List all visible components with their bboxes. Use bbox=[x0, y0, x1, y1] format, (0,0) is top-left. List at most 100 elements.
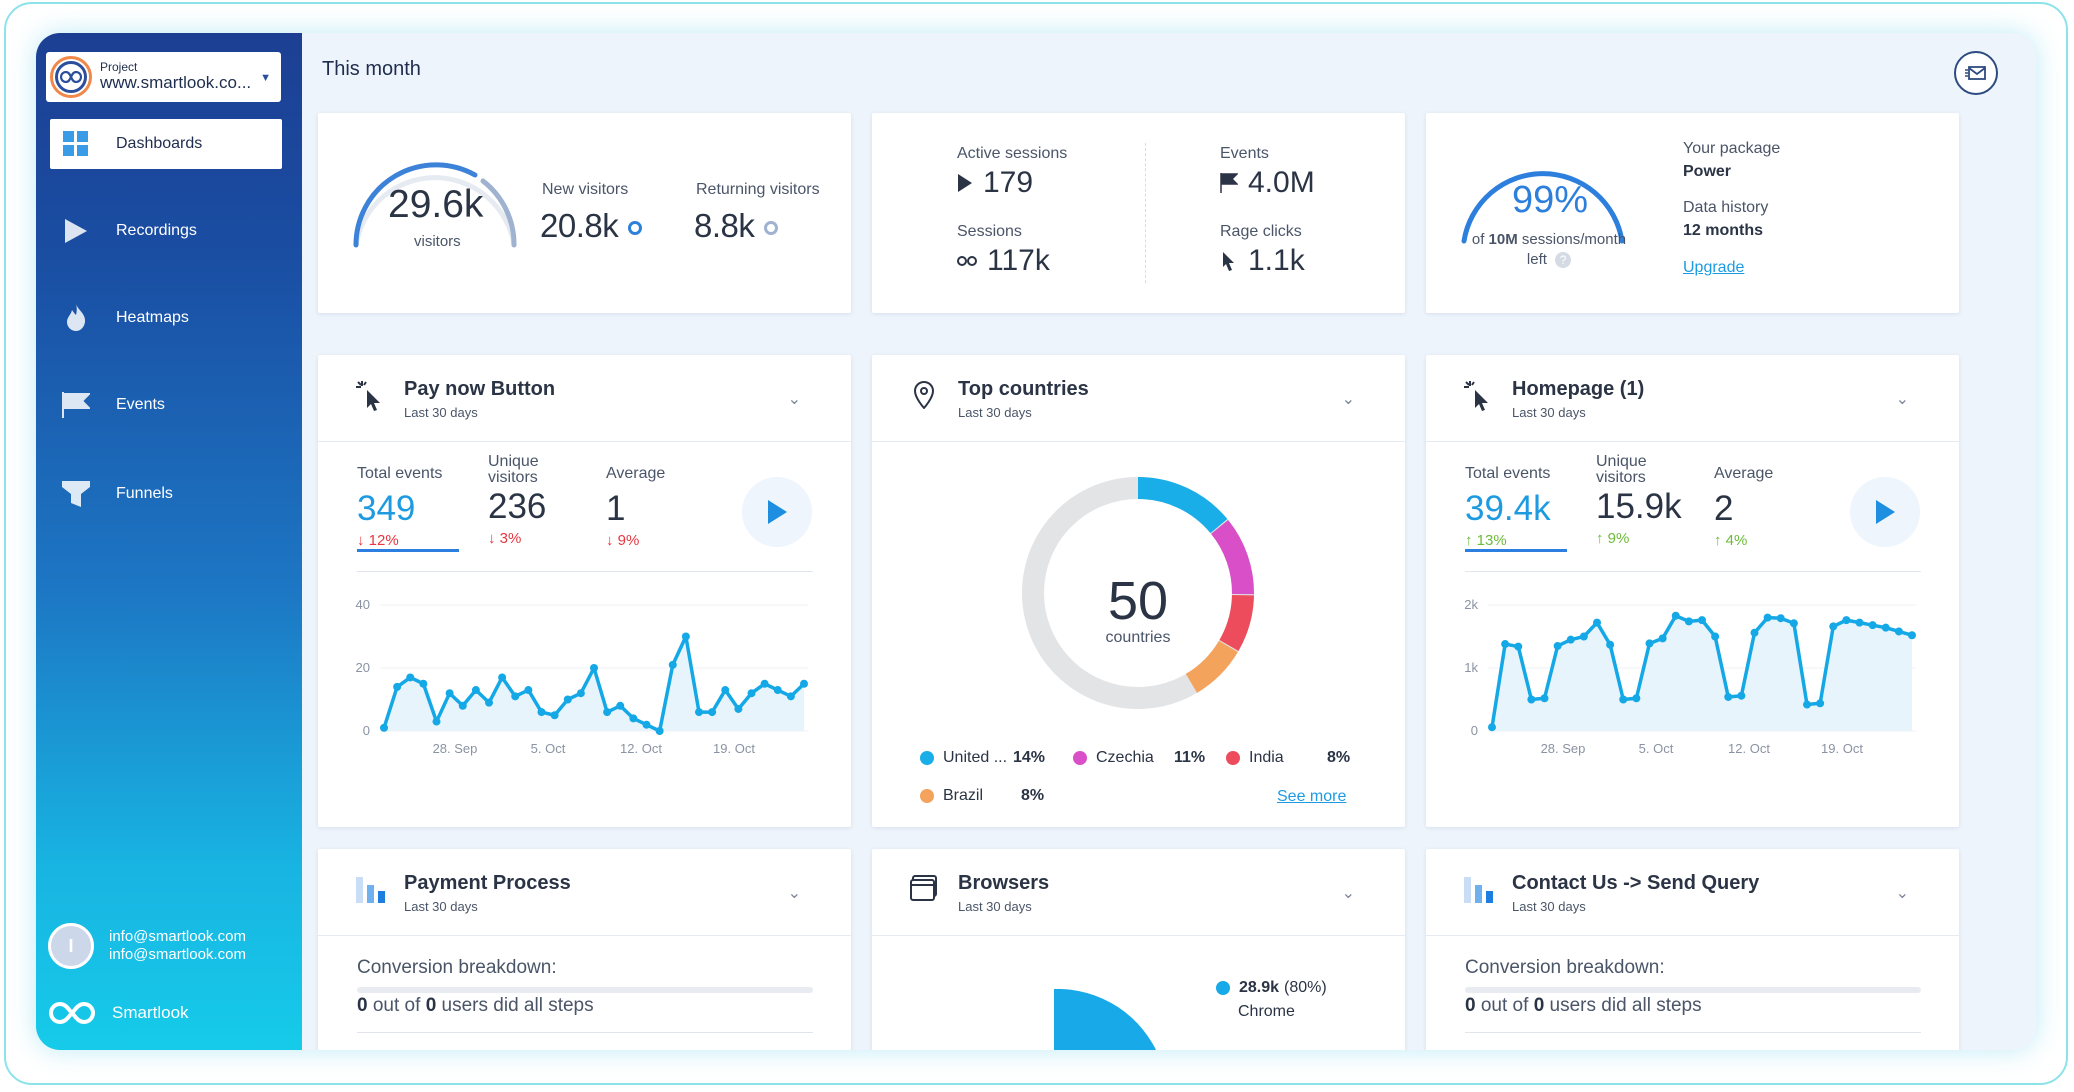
x-tick-label: 28. Sep bbox=[1541, 741, 1586, 756]
sidebar-item-label: Funnels bbox=[116, 485, 173, 502]
sidebar-item-label: Dashboards bbox=[116, 135, 203, 152]
legend-item[interactable]: United ... 14% bbox=[920, 749, 1045, 767]
data-point bbox=[1842, 616, 1851, 625]
project-selector[interactable]: Project www.smartlook.co... ▼ bbox=[46, 52, 281, 102]
legend-item[interactable]: Brazil 8% bbox=[920, 787, 1044, 805]
metric-delta: ↑ 9% bbox=[1596, 530, 1630, 547]
card-header: Payment Process Last 30 days ⌄ bbox=[318, 849, 851, 936]
metric-label: visitors bbox=[488, 469, 538, 486]
play-icon bbox=[958, 174, 972, 192]
project-name: www.smartlook.co... bbox=[100, 73, 252, 93]
chevron-down-icon[interactable]: ⌄ bbox=[1341, 885, 1355, 902]
metric-delta: ↑ 13% bbox=[1465, 532, 1507, 549]
play-recordings-button[interactable] bbox=[1850, 477, 1920, 547]
legend-item[interactable]: Czechia 11% bbox=[1073, 749, 1205, 767]
unique-visitors-metric: Unique visitors 236 ↓ 3% bbox=[488, 454, 546, 548]
data-point bbox=[1803, 700, 1811, 709]
data-point bbox=[708, 708, 717, 717]
data-point bbox=[524, 686, 533, 695]
upgrade-link[interactable]: Upgrade bbox=[1683, 259, 1745, 276]
data-point bbox=[432, 717, 441, 726]
infinity-icon bbox=[957, 256, 977, 266]
legend-pct: 8% bbox=[1021, 787, 1045, 804]
legend-item[interactable]: 28.9k (80%) bbox=[1216, 979, 1327, 997]
card-subtitle: Last 30 days bbox=[1512, 899, 1586, 914]
card-header: Browsers Last 30 days ⌄ bbox=[872, 849, 1405, 936]
sessions-label: Sessions bbox=[957, 223, 1022, 240]
brand[interactable]: Smartlook bbox=[48, 1001, 189, 1025]
chevron-down-icon[interactable]: ⌄ bbox=[787, 391, 801, 408]
browser-window-icon bbox=[910, 875, 937, 901]
data-point bbox=[1553, 641, 1562, 650]
browsers-pie-chart bbox=[1054, 989, 1156, 1050]
sidebar-item-funnels[interactable]: Funnels bbox=[50, 469, 282, 519]
data-point bbox=[1750, 628, 1759, 637]
data-point bbox=[695, 708, 703, 717]
play-recordings-button[interactable] bbox=[742, 477, 812, 547]
sessions-card: Active sessions 179 Sessions 117k Events… bbox=[872, 113, 1405, 313]
active-metric-underline bbox=[357, 549, 459, 552]
legend-dot bbox=[1216, 981, 1230, 995]
x-tick-label: 19. Oct bbox=[1821, 741, 1863, 756]
data-point bbox=[1671, 611, 1680, 620]
y-tick-label: 0 bbox=[363, 723, 370, 738]
homepage-line-chart: 0 1k 2k 28. Sep 5. Oct 12. Oct 19. Oct bbox=[1464, 597, 1916, 756]
sidebar-item-dashboards[interactable]: Dashboards bbox=[50, 119, 282, 169]
data-point bbox=[603, 708, 612, 717]
legend-item[interactable]: India 8% bbox=[1226, 749, 1350, 767]
flag-icon bbox=[56, 385, 96, 425]
metric-label: Unique bbox=[1596, 453, 1647, 470]
card-header: Homepage (1) Last 30 days ⌄ bbox=[1426, 355, 1959, 442]
data-point bbox=[1606, 640, 1615, 649]
data-point bbox=[1619, 695, 1628, 704]
data-point bbox=[1711, 632, 1720, 641]
chevron-down-icon[interactable]: ⌄ bbox=[1895, 885, 1909, 902]
active-metric-underline bbox=[1465, 549, 1567, 552]
sidebar-item-heatmaps[interactable]: Heatmaps bbox=[50, 293, 282, 343]
divider bbox=[1465, 571, 1921, 572]
card-title: Contact Us -> Send Query bbox=[1512, 872, 1760, 894]
avatar: I bbox=[48, 923, 94, 969]
package-percent: 99% bbox=[1512, 179, 1589, 221]
contact-card: Contact Us -> Send Query Last 30 days ⌄ … bbox=[1426, 849, 1959, 1050]
data-point bbox=[485, 698, 493, 707]
play-icon bbox=[1876, 500, 1895, 524]
user-profile[interactable]: I info@smartlook.com info@smartlook.com bbox=[48, 923, 246, 969]
sidebar-item-events[interactable]: Events bbox=[50, 380, 282, 430]
x-tick-label: 12. Oct bbox=[620, 741, 662, 756]
main-content: This month 29.6k visitors New visitors 2… bbox=[302, 33, 2036, 1050]
click-icon bbox=[356, 381, 380, 411]
data-point bbox=[668, 660, 677, 669]
legend-name: India bbox=[1249, 749, 1284, 766]
new-visitors-indicator-icon bbox=[628, 221, 643, 236]
email-report-button[interactable] bbox=[1954, 51, 1998, 95]
data-point bbox=[1789, 619, 1798, 628]
caret-down-icon: ▼ bbox=[260, 72, 271, 84]
card-header: Top countries Last 30 days ⌄ bbox=[872, 355, 1405, 442]
sidebar-item-recordings[interactable]: Recordings bbox=[50, 206, 282, 256]
data-point bbox=[1816, 699, 1825, 708]
project-logo-icon bbox=[50, 56, 92, 98]
legend-name: Chrome bbox=[1238, 1003, 1295, 1020]
data-point bbox=[1908, 631, 1916, 640]
see-more-link[interactable]: See more bbox=[1277, 788, 1347, 805]
dashboard-icon bbox=[56, 124, 96, 164]
countries-donut-chart bbox=[1022, 477, 1254, 709]
chevron-down-icon[interactable]: ⌄ bbox=[787, 885, 801, 902]
chevron-down-icon[interactable]: ⌄ bbox=[1341, 391, 1355, 408]
data-point bbox=[458, 701, 467, 710]
card-title: Payment Process bbox=[404, 872, 571, 894]
divider bbox=[1465, 1032, 1921, 1033]
help-icon[interactable]: ? bbox=[1555, 252, 1572, 268]
funnel-chart-icon bbox=[1464, 877, 1493, 903]
sidebar-item-label: Events bbox=[116, 396, 165, 413]
conversion-bar bbox=[1465, 987, 1921, 993]
x-tick-label: 19. Oct bbox=[713, 741, 755, 756]
metric-value: 349 bbox=[357, 489, 416, 528]
history-label: Data history bbox=[1683, 199, 1769, 216]
payment-card: Payment Process Last 30 days ⌄ Conversio… bbox=[318, 849, 851, 1050]
events-label: Events bbox=[1220, 145, 1269, 162]
chevron-down-icon[interactable]: ⌄ bbox=[1895, 391, 1909, 408]
legend-dot bbox=[1073, 751, 1087, 765]
data-point bbox=[747, 689, 756, 698]
